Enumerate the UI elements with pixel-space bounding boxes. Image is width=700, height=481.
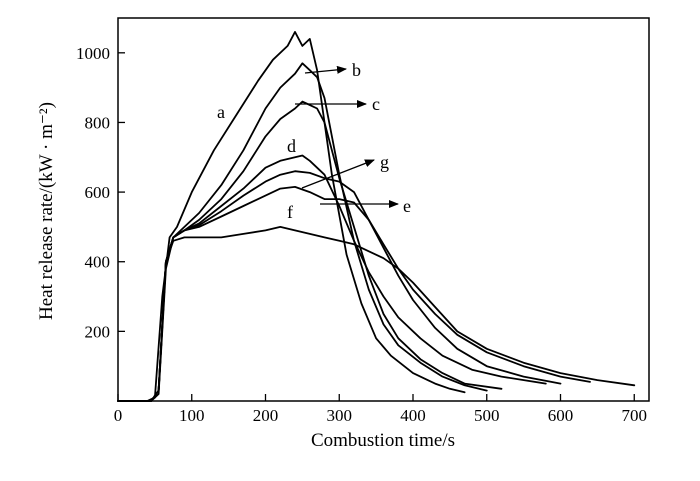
x-tick-label: 100 [179,406,205,425]
series-line-a [117,30,466,402]
series-label-e: e [403,196,411,216]
series-label-f: f [287,202,293,222]
x-tick-label: 600 [548,406,574,425]
y-tick-label: 400 [85,253,111,272]
series-label-b: b [352,60,361,80]
x-tick-label: 0 [114,406,123,425]
x-tick-label: 700 [622,406,648,425]
series-line-g [117,170,562,402]
x-tick-label: 300 [327,406,353,425]
x-tick-label: 200 [253,406,279,425]
series-label-g: g [380,152,389,172]
series-line-f [117,225,636,402]
series-line-e [117,185,591,402]
x-axis-label: Combustion time/s [311,430,455,451]
series-label-arrow-b [304,65,347,74]
series-label-d: d [287,136,296,156]
y-tick-label: 800 [85,113,111,132]
x-tick-label: 500 [474,406,500,425]
series-label-a: a [217,102,225,122]
plot-frame [117,17,650,402]
y-tick-label: 200 [85,322,111,341]
y-tick-label: 600 [85,183,111,202]
x-tick-label: 400 [400,406,426,425]
series-label-c: c [372,94,380,114]
series-label-arrow-g [301,159,375,189]
y-axis-label: Heat release rate/(kW · m⁻²) [36,102,57,320]
y-tick-label: 1000 [76,44,110,63]
